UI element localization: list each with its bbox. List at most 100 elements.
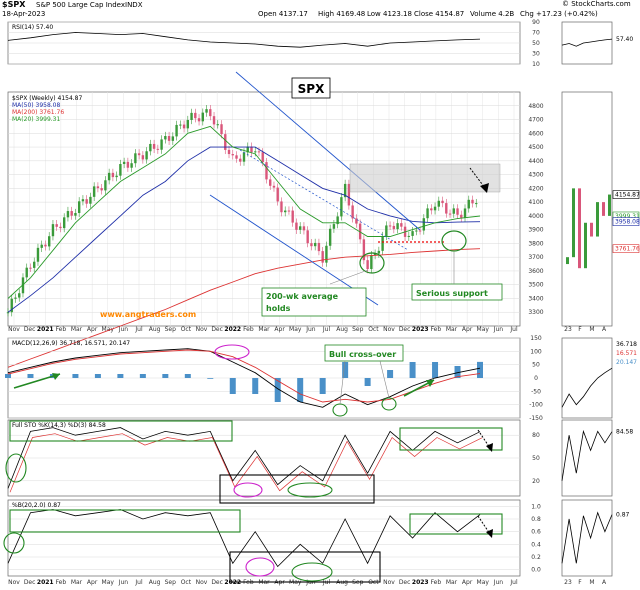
candle-body	[351, 205, 354, 219]
y-tick-label: 0	[534, 375, 538, 382]
candle-body	[25, 267, 28, 278]
y-tick-label: 4600	[528, 130, 543, 137]
candle-body	[156, 148, 160, 150]
candle-body	[85, 199, 88, 204]
stoch-green-circle	[287, 482, 333, 498]
candle-body	[433, 206, 437, 211]
y-tick-label: -50	[531, 388, 541, 395]
y-tick-label: 3300	[528, 309, 543, 316]
candle-body	[254, 151, 257, 153]
pb-legend: %B(20,2.0) 0.87	[12, 502, 61, 509]
y-tick-label: 3700	[528, 254, 543, 261]
x-tick-label: May	[477, 579, 490, 586]
candle-body	[239, 158, 242, 162]
y-tick-label: 50	[532, 455, 540, 462]
y-tick-label: 100	[530, 348, 542, 355]
ma200-note-pointer	[329, 269, 369, 285]
candle-body	[257, 151, 261, 153]
y-tick-label: 30	[532, 51, 540, 58]
macd-histogram-bar	[342, 362, 349, 378]
candle-body	[160, 139, 163, 150]
candle-body	[250, 146, 253, 153]
price-right-label-box	[612, 190, 640, 199]
candle-body	[62, 217, 66, 229]
header-credit: © StockCharts.com	[562, 0, 631, 8]
resistance-zone	[349, 163, 501, 193]
candle-body	[33, 261, 36, 268]
candle-body	[347, 183, 351, 206]
channel-upper-line	[235, 71, 421, 231]
header-date: 18-Apr-2023	[2, 10, 46, 18]
candle-body	[197, 118, 201, 122]
candle-body	[445, 203, 448, 214]
mini-rsi-series-line	[561, 38, 613, 47]
x-tick-label: Feb	[431, 326, 442, 333]
candle-body	[396, 223, 399, 230]
candle-body	[452, 208, 455, 214]
x-tick-label: May	[477, 326, 490, 333]
price-title-box	[291, 77, 331, 99]
candle-body	[276, 187, 279, 202]
x-tick-label: Apr	[87, 326, 98, 333]
candle-body	[272, 185, 276, 188]
x-tick-label: Apr	[274, 326, 285, 333]
stoch-box-high-1	[9, 420, 233, 442]
header-name: S&P 500 Large Cap Index	[36, 1, 125, 9]
pb-box-high-2	[409, 513, 503, 535]
x-tick-label: Nov	[196, 326, 208, 333]
candle-body	[306, 230, 309, 244]
candle-body	[313, 242, 317, 247]
x-tick-label: Dec	[399, 579, 411, 586]
candle-body	[66, 211, 70, 218]
panel-frame-pb	[7, 499, 521, 577]
candle-body	[59, 226, 62, 229]
candle-body	[340, 197, 343, 217]
y-tick-label: 3400	[528, 295, 543, 302]
candle-body	[51, 224, 55, 237]
y-tick-label: 50	[532, 40, 540, 47]
candle-body	[456, 208, 459, 215]
pb-y-tick-label: 0.4	[531, 541, 541, 548]
mini-x-tick-label: F	[578, 326, 582, 333]
header-symbol: $SPX	[2, 0, 26, 9]
pb-y-tick-label: 1.0	[531, 503, 541, 510]
x-tick-label: Nov	[383, 579, 395, 586]
candle-body	[475, 203, 478, 205]
pb-magenta-circle	[245, 557, 275, 577]
x-tick-label: Jul	[509, 579, 518, 586]
y-tick-label: 90	[532, 19, 540, 26]
y-tick-label: 4500	[528, 144, 543, 151]
x-tick-label: Nov	[8, 579, 20, 586]
x-tick-label: Nov	[8, 326, 20, 333]
macd-histogram-bar	[432, 362, 439, 378]
mini-candle-body	[596, 202, 599, 237]
y-tick-label: -100	[529, 402, 543, 409]
ma200-note-line2: holds	[266, 304, 291, 313]
x-tick-label: Oct	[181, 326, 192, 333]
macd-histogram-bar	[364, 378, 371, 386]
x-tick-label: Jul	[509, 326, 518, 333]
candle-body	[265, 162, 268, 180]
x-tick-label: Jun	[305, 326, 316, 333]
mini-x-tick-label: A	[602, 326, 607, 333]
x-tick-label: 2021	[37, 579, 54, 586]
x-tick-label: Aug	[336, 326, 348, 333]
x-tick-label: May	[289, 326, 302, 333]
macd-histogram-bar	[477, 361, 483, 378]
candle-body	[216, 124, 219, 126]
stoch-magenta-circle	[233, 482, 263, 498]
macd-histogram-bar	[252, 378, 259, 394]
macd-signal-line	[7, 349, 481, 403]
stoch-d-line	[9, 433, 483, 493]
candle-body	[400, 223, 403, 227]
candle-body	[224, 134, 227, 150]
crossover-note: Bull cross-over	[329, 350, 396, 359]
x-tick-label: Feb	[243, 326, 254, 333]
candle-body	[182, 124, 186, 129]
candle-body	[137, 153, 141, 156]
pb-arrow	[477, 515, 491, 535]
candle-body	[321, 251, 324, 263]
support-circle	[441, 230, 467, 252]
candle-body	[370, 255, 373, 270]
ma200-line	[7, 248, 481, 368]
